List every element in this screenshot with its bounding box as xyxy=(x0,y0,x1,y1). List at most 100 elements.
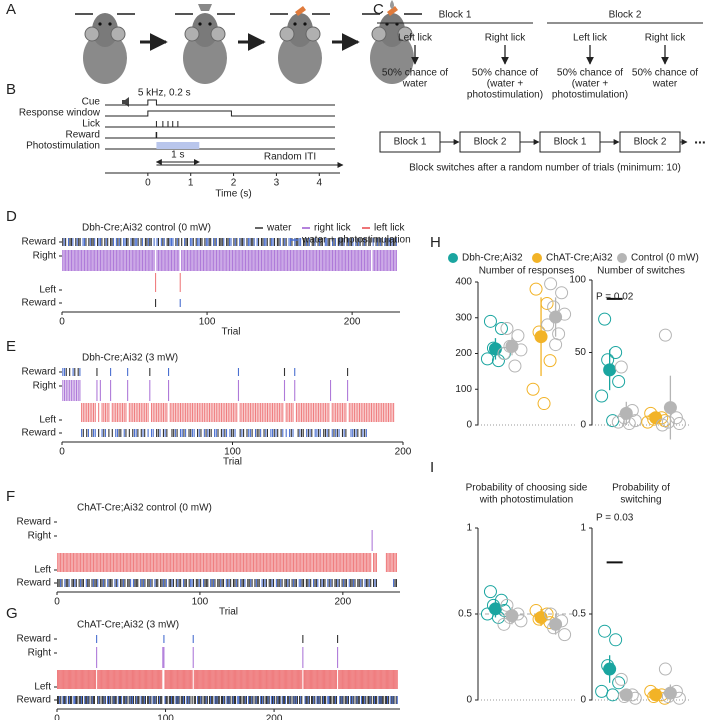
data-point xyxy=(658,328,672,342)
photostim xyxy=(156,142,200,149)
ellipsis: ... xyxy=(694,131,706,147)
data-point xyxy=(609,633,623,647)
row-label: Reward xyxy=(22,298,56,309)
legend-label: ChAT-Cre;Ai32 xyxy=(546,253,613,264)
tick-label: 100 xyxy=(192,597,209,608)
panel-label: A xyxy=(6,1,16,18)
p-value: P = 0.03 xyxy=(596,513,634,524)
outcome: water xyxy=(652,79,678,90)
mean-point xyxy=(549,310,563,324)
tick-label: 1 xyxy=(580,523,586,534)
tick-label: 2 xyxy=(231,178,237,189)
data-point xyxy=(540,296,554,310)
mean-point xyxy=(488,342,502,356)
data-point xyxy=(543,354,557,368)
row-label: Reward xyxy=(17,695,51,706)
tick-label: 100 xyxy=(455,384,472,395)
tick-label: 200 xyxy=(455,348,472,359)
row-label: Reward xyxy=(66,130,100,141)
spout xyxy=(295,6,306,16)
mean-point xyxy=(649,688,663,702)
tick-label: 0 xyxy=(54,714,60,720)
legend-label: Dbh-Cre;Ai32 xyxy=(462,253,523,264)
outcome: 50% chance of xyxy=(557,68,623,79)
outcome: 50% chance of xyxy=(632,68,698,79)
mean-point xyxy=(505,609,519,623)
data-point xyxy=(658,662,672,676)
data-point xyxy=(661,415,675,429)
data-point xyxy=(612,676,626,690)
mean-point xyxy=(488,602,502,616)
data-point xyxy=(480,352,494,366)
legend-label: right lick xyxy=(314,223,352,234)
block-name: Block 1 xyxy=(394,137,427,148)
block-header: Block 1 xyxy=(439,10,472,21)
row-label: Reward xyxy=(22,428,56,439)
tick-label: 0 xyxy=(580,420,586,431)
tick-label: 100 xyxy=(569,275,586,286)
speaker-icon xyxy=(198,4,212,11)
mouse xyxy=(74,12,136,85)
lick-label: Left lick xyxy=(398,33,433,44)
tick-label: 200 xyxy=(344,317,361,328)
row-label: Reward xyxy=(17,634,51,645)
data-point xyxy=(628,414,642,428)
chart-title: with photostimulation xyxy=(479,495,573,506)
tick-label: 100 xyxy=(224,447,241,458)
tick-label: 50 xyxy=(575,347,587,358)
p-value: P = 0.02 xyxy=(596,292,634,303)
panel-label: E xyxy=(6,338,16,355)
data-point xyxy=(552,327,566,341)
data-point xyxy=(598,312,612,326)
row-label: Reward xyxy=(22,237,56,248)
row-label: Response window xyxy=(19,108,101,119)
data-point xyxy=(541,318,555,332)
row-label: Right xyxy=(28,531,52,542)
data-point xyxy=(497,617,511,631)
legend-label: left lick xyxy=(374,223,406,234)
iti-label: Random ITI xyxy=(264,152,316,163)
outcome: (water + xyxy=(487,79,524,90)
panel-a: A xyxy=(6,0,423,85)
data-point xyxy=(672,417,686,431)
panel-b: B xyxy=(6,81,129,107)
outcome: 50% chance of xyxy=(382,68,448,79)
block-name: Block 2 xyxy=(474,137,507,148)
data-point xyxy=(537,397,551,411)
tick-label: 0.5 xyxy=(458,609,472,620)
trace xyxy=(105,99,335,106)
panel-label: G xyxy=(6,605,18,622)
row-label: Reward xyxy=(17,578,51,589)
chart-title: Probability of choosing side xyxy=(466,483,588,494)
data-point xyxy=(609,346,623,359)
chart-title: Number of switches xyxy=(597,266,685,277)
legend-marker xyxy=(448,253,458,263)
outcome: (water + xyxy=(572,79,609,90)
data-point xyxy=(611,415,625,429)
legend-label: Control (0 mW) xyxy=(631,253,699,264)
lick-label: Left lick xyxy=(573,33,608,44)
row-label: Photostimulation xyxy=(26,141,100,152)
row-label: Cue xyxy=(82,97,101,108)
row-label: Reward xyxy=(17,517,51,528)
block-name: Block 1 xyxy=(554,137,587,148)
tick-label: 0.5 xyxy=(572,609,586,620)
mean-point xyxy=(663,401,677,415)
axis-label: Trial xyxy=(223,457,242,468)
mean-point xyxy=(619,406,633,420)
row-label: Left xyxy=(39,415,56,426)
data-point xyxy=(500,321,514,335)
data-point xyxy=(483,585,497,599)
tick-label: 0 xyxy=(59,317,65,328)
chart-title: switching xyxy=(620,495,661,506)
legend-label: water xyxy=(266,223,292,234)
data-point xyxy=(598,624,612,638)
lick-label: Right lick xyxy=(485,33,527,44)
axis-label: Trial xyxy=(221,327,240,338)
tick-label: 200 xyxy=(395,447,412,458)
data-point xyxy=(614,360,628,374)
spout xyxy=(387,6,398,16)
data-point xyxy=(508,359,522,373)
chart-title: Probability of xyxy=(612,483,670,494)
